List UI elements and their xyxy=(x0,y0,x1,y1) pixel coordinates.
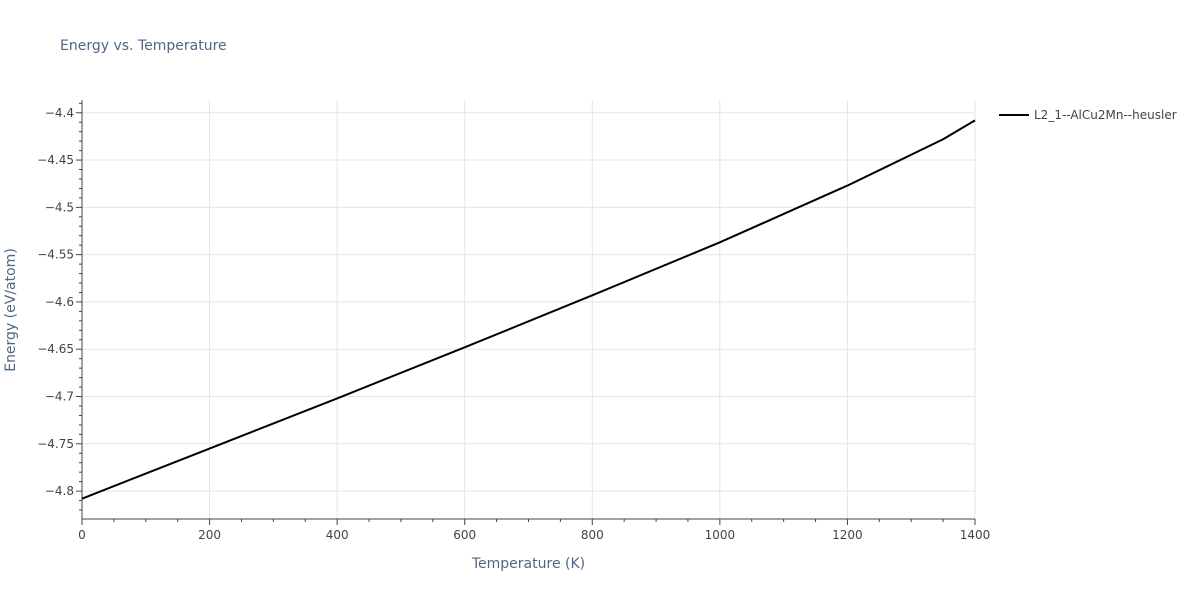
x-axis-title: Temperature (K) xyxy=(471,556,585,572)
x-tick-label: 1200 xyxy=(832,528,863,542)
y-axis-title: Energy (eV/atom) xyxy=(3,248,19,372)
y-tick-label: −4.45 xyxy=(37,153,74,167)
x-tick-label: 0 xyxy=(78,528,86,542)
y-tick-label: −4.7 xyxy=(45,390,74,404)
x-tick-label: 600 xyxy=(453,528,476,542)
series-layer xyxy=(81,119,976,500)
x-tick-label: 200 xyxy=(198,528,221,542)
x-tick-label: 1400 xyxy=(960,528,991,542)
axes: 0 200 400 600 800 1000 1200 1400 −4.4 −4.45 −4.5 −4… xyxy=(37,100,990,542)
y-tick-label: −4.5 xyxy=(45,200,74,214)
x-tick-label: 400 xyxy=(326,528,349,542)
legend[interactable]: L2_1--AlCu2Mn--heusler xyxy=(999,108,1177,122)
y-tick-label: −4.4 xyxy=(45,106,74,120)
series-line xyxy=(81,119,976,500)
x-tick-label: 1000 xyxy=(705,528,736,542)
legend-label: L2_1--AlCu2Mn--heusler xyxy=(1034,108,1177,122)
y-tick-label: −4.8 xyxy=(45,484,74,498)
y-tick-label: −4.75 xyxy=(37,437,74,451)
x-tick-label: 800 xyxy=(581,528,604,542)
y-tick-label: −4.65 xyxy=(37,342,74,356)
chart-title: Energy vs. Temperature xyxy=(60,38,227,54)
y-tick-label: −4.6 xyxy=(45,295,74,309)
gridlines xyxy=(81,100,976,519)
y-tick-label: −4.55 xyxy=(37,248,74,262)
